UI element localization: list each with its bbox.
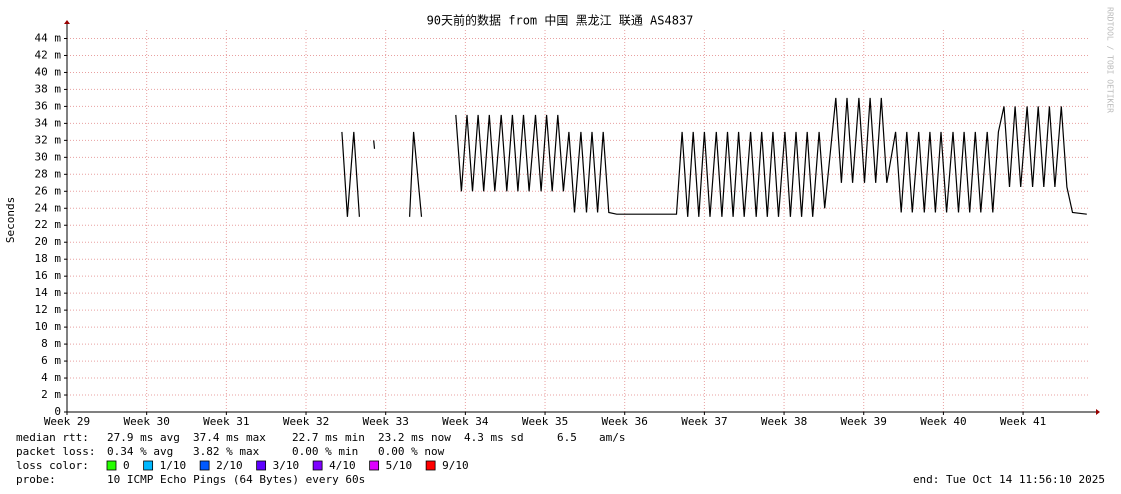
- stat-text: 37.4 ms max: [193, 431, 266, 444]
- stat-text: median rtt:: [16, 431, 89, 444]
- y-axis-label: Seconds: [4, 197, 17, 243]
- stat-text: 3.82 % max: [193, 445, 260, 458]
- stat-text: 0.00 % min: [292, 445, 358, 458]
- loss-swatch: [143, 460, 154, 471]
- median-line: [341, 97, 1087, 217]
- y-tick-label: 10 m: [35, 320, 62, 333]
- x-tick-label: Week 32: [283, 415, 329, 428]
- x-tick-label: Week 29: [44, 415, 90, 428]
- loss-swatch: [312, 460, 323, 471]
- end-time: end: Tue Oct 14 11:56:10 2025: [913, 473, 1105, 486]
- chart-title: 90天前的数据 from 中国 黑龙江 联通 AS4837: [427, 13, 694, 28]
- y-tick-label: 22 m: [35, 218, 62, 231]
- stat-text: 27.9 ms avg: [107, 431, 180, 444]
- x-tick-label: Week 30: [123, 415, 169, 428]
- y-tick-label: 42 m: [35, 48, 62, 61]
- stat-text: 6.5: [557, 431, 577, 444]
- y-tick-label: 18 m: [35, 252, 62, 265]
- stat-text: packet loss:: [16, 445, 95, 458]
- y-tick-label: 0: [54, 405, 61, 418]
- loss-swatch: [106, 460, 117, 471]
- loss-swatch: [256, 460, 267, 471]
- y-tick-label: 30 m: [35, 150, 62, 163]
- y-tick-label: 2 m: [41, 388, 61, 401]
- stat-text: 22.7 ms min: [292, 431, 365, 444]
- y-tick-label: 40 m: [35, 65, 62, 78]
- y-axis-arrow: [64, 20, 70, 24]
- loss-legend-label: 5/10: [386, 459, 413, 472]
- y-tick-label: 16 m: [35, 269, 62, 282]
- stat-text: 0.00 % now: [378, 445, 445, 458]
- stat-text: 4.3 ms sd: [464, 431, 524, 444]
- loss-legend-label: 0: [123, 459, 130, 472]
- x-tick-label: Week 40: [920, 415, 966, 428]
- x-tick-label: Week 39: [841, 415, 887, 428]
- x-tick-label: Week 37: [681, 415, 727, 428]
- loss-legend-label: 9/10: [442, 459, 469, 472]
- loss-legend-label: 2/10: [216, 459, 243, 472]
- x-tick-label: Week 36: [602, 415, 648, 428]
- y-tick-label: 34 m: [35, 116, 62, 129]
- loss-legend-label: 1/10: [160, 459, 187, 472]
- loss-legend-label: 3/10: [273, 459, 300, 472]
- x-tick-label: Week 35: [522, 415, 568, 428]
- y-tick-label: 44 m: [35, 31, 62, 44]
- y-tick-label: 36 m: [35, 99, 62, 112]
- side-label: RRDTOOL / TOBI OETIKER: [1106, 7, 1115, 113]
- y-tick-label: 4 m: [41, 371, 61, 384]
- loss-swatch: [425, 460, 436, 471]
- y-tick-label: 26 m: [35, 184, 62, 197]
- probe-text: 10 ICMP Echo Pings (64 Bytes) every 60s: [107, 473, 365, 486]
- y-tick-label: 28 m: [35, 167, 62, 180]
- stat-text: am/s: [599, 431, 626, 444]
- y-tick-label: 20 m: [35, 235, 62, 248]
- stat-text: 0.34 % avg: [107, 445, 173, 458]
- loss-label: loss color:: [16, 459, 89, 472]
- loss-legend-label: 4/10: [329, 459, 356, 472]
- x-tick-label: Week 34: [442, 415, 489, 428]
- probe-label: probe:: [16, 473, 56, 486]
- y-tick-label: 38 m: [35, 82, 62, 95]
- x-tick-label: Week 31: [203, 415, 249, 428]
- loss-swatch: [369, 460, 380, 471]
- x-axis-arrow: [1096, 409, 1100, 415]
- x-tick-label: Week 38: [761, 415, 807, 428]
- y-tick-label: 12 m: [35, 303, 62, 316]
- y-tick-label: 8 m: [41, 337, 61, 350]
- loss-swatch: [199, 460, 210, 471]
- y-tick-label: 24 m: [35, 201, 62, 214]
- y-tick-label: 6 m: [41, 354, 61, 367]
- y-tick-label: 32 m: [35, 133, 62, 146]
- y-tick-label: 14 m: [35, 286, 62, 299]
- stat-text: 23.2 ms now: [378, 431, 451, 444]
- x-tick-label: Week 33: [363, 415, 409, 428]
- x-tick-label: Week 41: [1000, 415, 1046, 428]
